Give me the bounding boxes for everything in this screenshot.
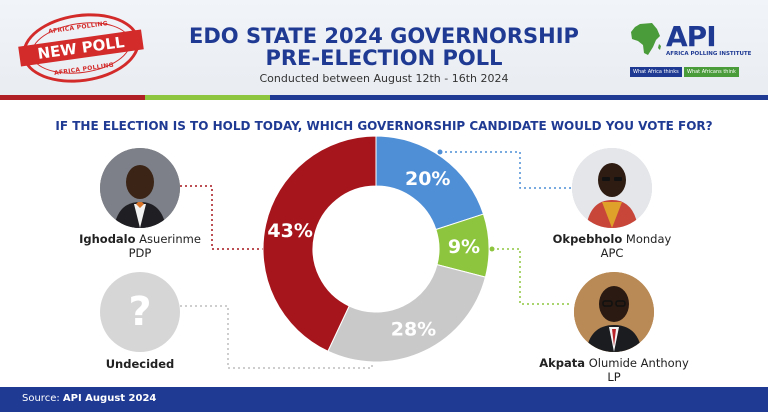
source-prefix: Source: [22, 393, 63, 404]
okpebholo-party: APC [600, 246, 624, 260]
logo-wordmark: API [666, 20, 717, 53]
page-title-line-2: PRE-ELECTION POLL [265, 46, 503, 70]
leader-dot-akpata [489, 246, 495, 252]
logo-tag-left: What Africa thinks [630, 67, 682, 77]
donut-slice-label-1: 9% [448, 236, 480, 258]
africa-map-icon [631, 23, 661, 55]
okpebholo-surname: Okpebholo [552, 232, 623, 246]
person-photo-icon [574, 272, 654, 352]
person-photo-icon [100, 148, 180, 228]
source-note: Source: API August 2024 [22, 393, 156, 404]
akpata-portrait [574, 272, 654, 352]
question-mark-icon: ? [128, 289, 152, 335]
akpata-given-name: Olumide Anthony [585, 356, 689, 370]
logo-tagline: AFRICA POLLING INSTITUTE [666, 51, 752, 57]
ighodalo-surname: Ighodalo [79, 232, 136, 246]
api-logo: API AFRICA POLLING INSTITUTE What Africa… [626, 20, 751, 80]
donut-slice-label-3: 43% [267, 220, 312, 242]
page-subtitle: Conducted between August 12th - 16th 202… [259, 72, 509, 85]
ighodalo-party: PDP [128, 246, 152, 260]
leader-line-okpebholo [440, 151, 572, 189]
okpebholo-portrait [572, 148, 652, 228]
person-photo-icon [572, 148, 652, 228]
akpata-party: LP [607, 370, 621, 384]
logo-tag-right: What Africans think [684, 67, 739, 77]
poll-question: IF THE ELECTION IS TO HOLD TODAY, WHICH … [55, 119, 713, 133]
color-band-blue [270, 95, 768, 100]
undecided-placeholder: ? [100, 272, 180, 352]
ighodalo-portrait [100, 148, 180, 228]
source-value: API August 2024 [62, 393, 157, 404]
donut-slice-2 [327, 264, 487, 363]
leader-line-undecided [180, 305, 373, 369]
ighodalo-given-name: Asuerinme [135, 232, 201, 246]
color-band-red [0, 95, 145, 100]
okpebholo-name: Okpebholo Monday [540, 232, 684, 246]
header-banner: AFRICA POLLING NEW POLL AFRICA POLLING E… [0, 0, 768, 95]
donut-slice-0 [375, 135, 485, 231]
donut-slice-3 [262, 135, 377, 352]
donut-slice-label-0: 20% [405, 168, 450, 190]
donut-slice-label-2: 28% [391, 319, 436, 341]
footer-bar: Source: API August 2024 [0, 387, 768, 412]
okpebholo-given-name: Monday [622, 232, 672, 246]
page-title-line-1: EDO STATE 2024 GOVERNORSHIP [189, 24, 579, 48]
akpata-name: Akpata Olumide Anthony [524, 356, 704, 370]
leader-line-ighodalo [180, 185, 268, 250]
color-band-green [145, 95, 270, 100]
leader-dot-okpebholo [437, 149, 443, 155]
undecided-label-text: Undecided [105, 357, 175, 371]
undecided-label: Undecided [72, 357, 208, 371]
leader-line-akpata [492, 248, 572, 305]
ighodalo-name: Ighodalo Asuerinme [72, 232, 208, 246]
akpata-surname: Akpata [539, 356, 586, 370]
